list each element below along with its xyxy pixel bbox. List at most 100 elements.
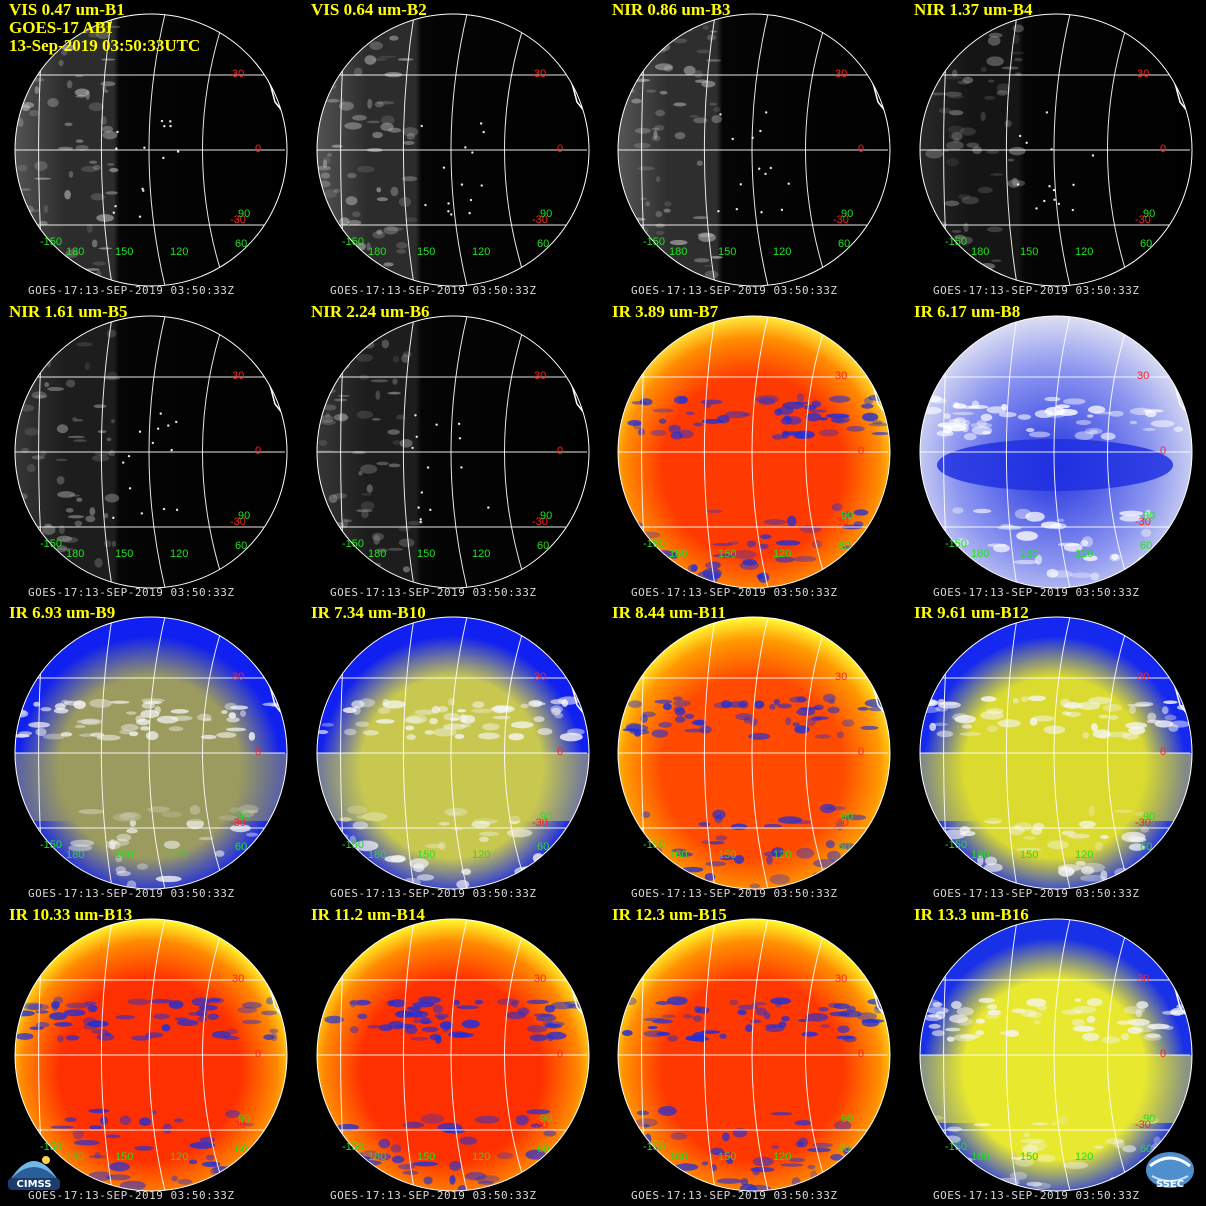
longitude-label: 150 xyxy=(718,548,737,560)
longitude-label: 120 xyxy=(1075,1151,1094,1163)
latitude-label: 0 xyxy=(255,445,262,457)
longitude-label: 120 xyxy=(472,1151,491,1163)
latitude-label: -30 xyxy=(532,214,548,226)
latitude-label: 30 xyxy=(232,68,245,80)
earth-disk-image xyxy=(316,918,590,1192)
longitude-label: 180 xyxy=(66,849,85,861)
longitude-label: -150 xyxy=(342,1141,365,1153)
longitude-label: 180 xyxy=(971,548,990,560)
band-title: NIR 1.37 um-B4 xyxy=(914,1,1033,19)
latitude-label: 0 xyxy=(858,746,865,758)
band-title: IR 3.89 um-B7 xyxy=(612,303,718,321)
longitude-label: 120 xyxy=(773,1151,792,1163)
ssec-logo-text: SSEC xyxy=(1155,1179,1185,1190)
latitude-label: -30 xyxy=(833,1119,849,1131)
band-panel: IR 11.2 um-B14 30 0 -30 -150 180 150 120 60 90 GOE… xyxy=(302,905,601,1204)
band-panel: IR 3.89 um-B7 30 0 -30 -150 180 150 120 60 90 GOES… xyxy=(603,302,902,601)
band-panel: IR 6.17 um-B8 30 0 -30 -150 180 150 120 60 90 GOES… xyxy=(905,302,1204,601)
latitude-label: 0 xyxy=(557,143,564,155)
band-panel: IR 9.61 um-B12 30 0 -30 -150 180 150 120 60 90 GOE… xyxy=(905,603,1204,902)
latitude-label: 0 xyxy=(255,746,262,758)
band-title-line: NIR 2.24 um-B6 xyxy=(311,302,430,321)
longitude-label: 120 xyxy=(472,548,491,560)
band-panel: IR 7.34 um-B10 30 0 -30 -150 180 150 120 60 90 GOE… xyxy=(302,603,601,902)
band-title-line: IR 10.33 um-B13 xyxy=(9,905,133,924)
longitude-label: 150 xyxy=(115,548,134,560)
longitude-label: 90 xyxy=(1143,510,1156,522)
latitude-label: 0 xyxy=(1160,445,1167,457)
longitude-label: 180 xyxy=(971,1151,990,1163)
longitude-label: 180 xyxy=(368,849,387,861)
longitude-label: 60 xyxy=(537,841,550,853)
longitude-label: -150 xyxy=(945,1141,968,1153)
latitude-label: 0 xyxy=(557,746,564,758)
longitude-label: 120 xyxy=(773,849,792,861)
band-panel: IR 13.3 um-B16 30 0 -30 -150 180 150 120 60 90 GOE… xyxy=(905,905,1204,1204)
longitude-label: 60 xyxy=(235,841,248,853)
image-timestamp: GOES-17:13-SEP-2019 03:50:33Z xyxy=(631,1189,838,1202)
longitude-label: -150 xyxy=(945,839,968,851)
longitude-label: 150 xyxy=(718,1151,737,1163)
latitude-label: -30 xyxy=(230,1119,246,1131)
image-timestamp: GOES-17:13-SEP-2019 03:50:33Z xyxy=(631,887,838,900)
earth-disk-image xyxy=(919,315,1193,589)
band-title: VIS 0.47 um-B1 GOES-17 ABI 13-Sep-2019 03:… xyxy=(9,1,200,55)
longitude-label: 60 xyxy=(1140,1143,1153,1155)
band-title: IR 8.44 um-B11 xyxy=(612,604,726,622)
band-title-line: NIR 0.86 um-B3 xyxy=(612,0,731,19)
image-timestamp: GOES-17:13-SEP-2019 03:50:33Z xyxy=(28,284,235,297)
band-panel: IR 8.44 um-B11 30 0 -30 -150 180 150 120 60 90 GOE… xyxy=(603,603,902,902)
image-timestamp: GOES-17:13-SEP-2019 03:50:33Z xyxy=(631,284,838,297)
longitude-label: 150 xyxy=(417,548,436,560)
latitude-label: -30 xyxy=(1135,817,1151,829)
longitude-label: -150 xyxy=(643,538,666,550)
image-timestamp: GOES-17:13-SEP-2019 03:50:33Z xyxy=(28,586,235,599)
band-title-line: NIR 1.37 um-B4 xyxy=(914,0,1033,19)
latitude-label: 30 xyxy=(835,671,848,683)
band-title-line: IR 11.2 um-B14 xyxy=(311,905,425,924)
band-title-line: IR 9.61 um-B12 xyxy=(914,603,1029,622)
band-title: IR 13.3 um-B16 xyxy=(914,906,1029,924)
image-timestamp: GOES-17:13-SEP-2019 03:50:33Z xyxy=(330,887,537,900)
latitude-label: -30 xyxy=(833,516,849,528)
band-title: IR 9.61 um-B12 xyxy=(914,604,1029,622)
latitude-label: -30 xyxy=(532,1119,548,1131)
ssec-logo: SSEC xyxy=(1142,1144,1198,1192)
longitude-label: 60 xyxy=(838,1143,851,1155)
longitude-label: 150 xyxy=(115,849,134,861)
latitude-label: 0 xyxy=(858,1048,865,1060)
band-title: IR 6.93 um-B9 xyxy=(9,604,115,622)
longitude-label: 150 xyxy=(718,849,737,861)
image-timestamp: GOES-17:13-SEP-2019 03:50:33Z xyxy=(28,887,235,900)
latitude-label: 0 xyxy=(1160,143,1167,155)
image-timestamp: GOES-17:13-SEP-2019 03:50:33Z xyxy=(933,1189,1140,1202)
latitude-label: -30 xyxy=(532,817,548,829)
earth-disk-image xyxy=(617,13,891,287)
latitude-label: 0 xyxy=(557,445,564,457)
latitude-label: 0 xyxy=(858,445,865,457)
longitude-label: 120 xyxy=(170,246,189,258)
longitude-label: 180 xyxy=(971,849,990,861)
latitude-label: 0 xyxy=(858,143,865,155)
band-title: VIS 0.64 um-B2 xyxy=(311,1,427,19)
longitude-label: 60 xyxy=(838,238,851,250)
latitude-label: 30 xyxy=(534,671,547,683)
earth-disk-image xyxy=(617,315,891,589)
band-title-line: IR 6.93 um-B9 xyxy=(9,603,116,622)
latitude-label: 30 xyxy=(232,671,245,683)
band-panel: IR 12.3 um-B15 30 0 -30 -150 180 150 120 60 90 GOE… xyxy=(603,905,902,1204)
longitude-label: 60 xyxy=(235,1143,248,1155)
latitude-label: -30 xyxy=(1135,1119,1151,1131)
band-panel: VIS 0.47 um-B1 GOES-17 ABI 13-Sep-2019 03:… xyxy=(0,0,299,299)
longitude-label: 90 xyxy=(238,1113,251,1125)
latitude-label: 30 xyxy=(1137,973,1150,985)
band-panel: IR 10.33 um-B13 30 0 -30 -150 180 150 120 60 90 GO… xyxy=(0,905,299,1204)
longitude-label: -150 xyxy=(342,538,365,550)
band-title-line: VIS 0.47 um-B1 xyxy=(9,0,125,19)
latitude-label: -30 xyxy=(230,817,246,829)
latitude-label: 30 xyxy=(534,370,547,382)
band-title: IR 11.2 um-B14 xyxy=(311,906,425,924)
earth-disk-image xyxy=(919,616,1193,890)
image-timestamp: GOES-17:13-SEP-2019 03:50:33Z xyxy=(330,586,537,599)
